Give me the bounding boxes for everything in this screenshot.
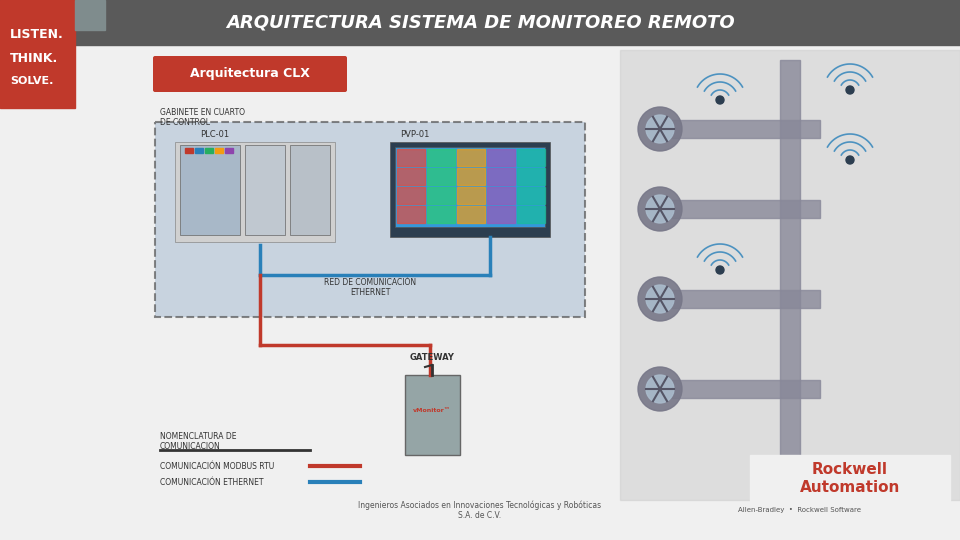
Bar: [290, 145, 330, 235]
Bar: [390, 142, 550, 237]
Bar: [487, 206, 515, 223]
Bar: [517, 206, 545, 223]
Bar: [750, 455, 950, 515]
Bar: [427, 149, 455, 166]
Bar: [427, 187, 455, 204]
Bar: [457, 149, 485, 166]
Circle shape: [646, 195, 674, 223]
Text: PVP-01: PVP-01: [400, 130, 429, 139]
Circle shape: [638, 277, 682, 321]
Text: SOLVE.: SOLVE.: [10, 76, 54, 86]
Bar: [457, 187, 485, 204]
Text: vMonitor™: vMonitor™: [413, 408, 451, 413]
Text: LISTEN.: LISTEN.: [10, 28, 63, 41]
Circle shape: [716, 266, 724, 274]
Bar: [487, 187, 515, 204]
FancyBboxPatch shape: [153, 56, 347, 92]
Bar: [487, 149, 515, 166]
Text: Rockwell: Rockwell: [812, 462, 888, 477]
Bar: [205, 148, 213, 153]
Text: Ingenieros Asociados en Innovaciones Tecnológicas y Robóticas
S.A. de C.V.: Ingenieros Asociados en Innovaciones Tec…: [358, 500, 602, 520]
Bar: [660, 120, 820, 138]
Bar: [175, 142, 335, 242]
Text: NOMENCLATURA DE
COMUNICACION: NOMENCLATURA DE COMUNICACION: [160, 432, 236, 451]
Bar: [517, 187, 545, 204]
Bar: [397, 149, 425, 166]
Bar: [457, 168, 485, 185]
Bar: [517, 168, 545, 185]
Text: ARQUITECTURA SISTEMA DE MONITOREO REMOTO: ARQUITECTURA SISTEMA DE MONITOREO REMOTO: [226, 13, 734, 31]
Bar: [215, 148, 223, 153]
Bar: [660, 380, 820, 398]
Text: RED DE COMUNICACIÓN
ETHERNET: RED DE COMUNICACIÓN ETHERNET: [324, 278, 416, 298]
Circle shape: [638, 107, 682, 151]
Text: Allen-Bradley  •  Rockwell Software: Allen-Bradley • Rockwell Software: [738, 507, 861, 513]
Bar: [660, 200, 820, 218]
Bar: [427, 168, 455, 185]
Text: Arquitectura CLX: Arquitectura CLX: [190, 68, 310, 80]
Bar: [620, 50, 960, 500]
Text: Automation: Automation: [800, 481, 900, 496]
Bar: [0, 0, 960, 45]
Bar: [517, 149, 545, 166]
Circle shape: [846, 156, 854, 164]
Text: GABINETE EN CUARTO
DE CONTROL: GABINETE EN CUARTO DE CONTROL: [160, 108, 245, 127]
Bar: [180, 145, 240, 235]
Circle shape: [638, 187, 682, 231]
Circle shape: [638, 367, 682, 411]
FancyBboxPatch shape: [155, 122, 585, 317]
Bar: [0, 0, 75, 108]
Bar: [397, 206, 425, 223]
Bar: [405, 375, 460, 455]
Bar: [457, 206, 485, 223]
Bar: [660, 290, 820, 308]
Text: GATEWAY: GATEWAY: [410, 353, 454, 362]
Bar: [780, 60, 800, 480]
Bar: [395, 147, 545, 227]
Circle shape: [716, 96, 724, 104]
Circle shape: [846, 86, 854, 94]
Text: THINK.: THINK.: [10, 52, 59, 65]
Bar: [195, 148, 203, 153]
Bar: [225, 148, 233, 153]
Circle shape: [646, 375, 674, 403]
Bar: [427, 206, 455, 223]
Bar: [245, 145, 285, 235]
Circle shape: [646, 285, 674, 313]
Bar: [185, 148, 193, 153]
Circle shape: [646, 115, 674, 143]
Text: PLC-01: PLC-01: [200, 130, 229, 139]
Bar: [397, 187, 425, 204]
Bar: [75, 0, 105, 30]
Bar: [397, 168, 425, 185]
Text: COMUNICACIÓN ETHERNET: COMUNICACIÓN ETHERNET: [160, 478, 263, 487]
Text: COMUNICACIÓN MODBUS RTU: COMUNICACIÓN MODBUS RTU: [160, 462, 275, 471]
Bar: [487, 168, 515, 185]
